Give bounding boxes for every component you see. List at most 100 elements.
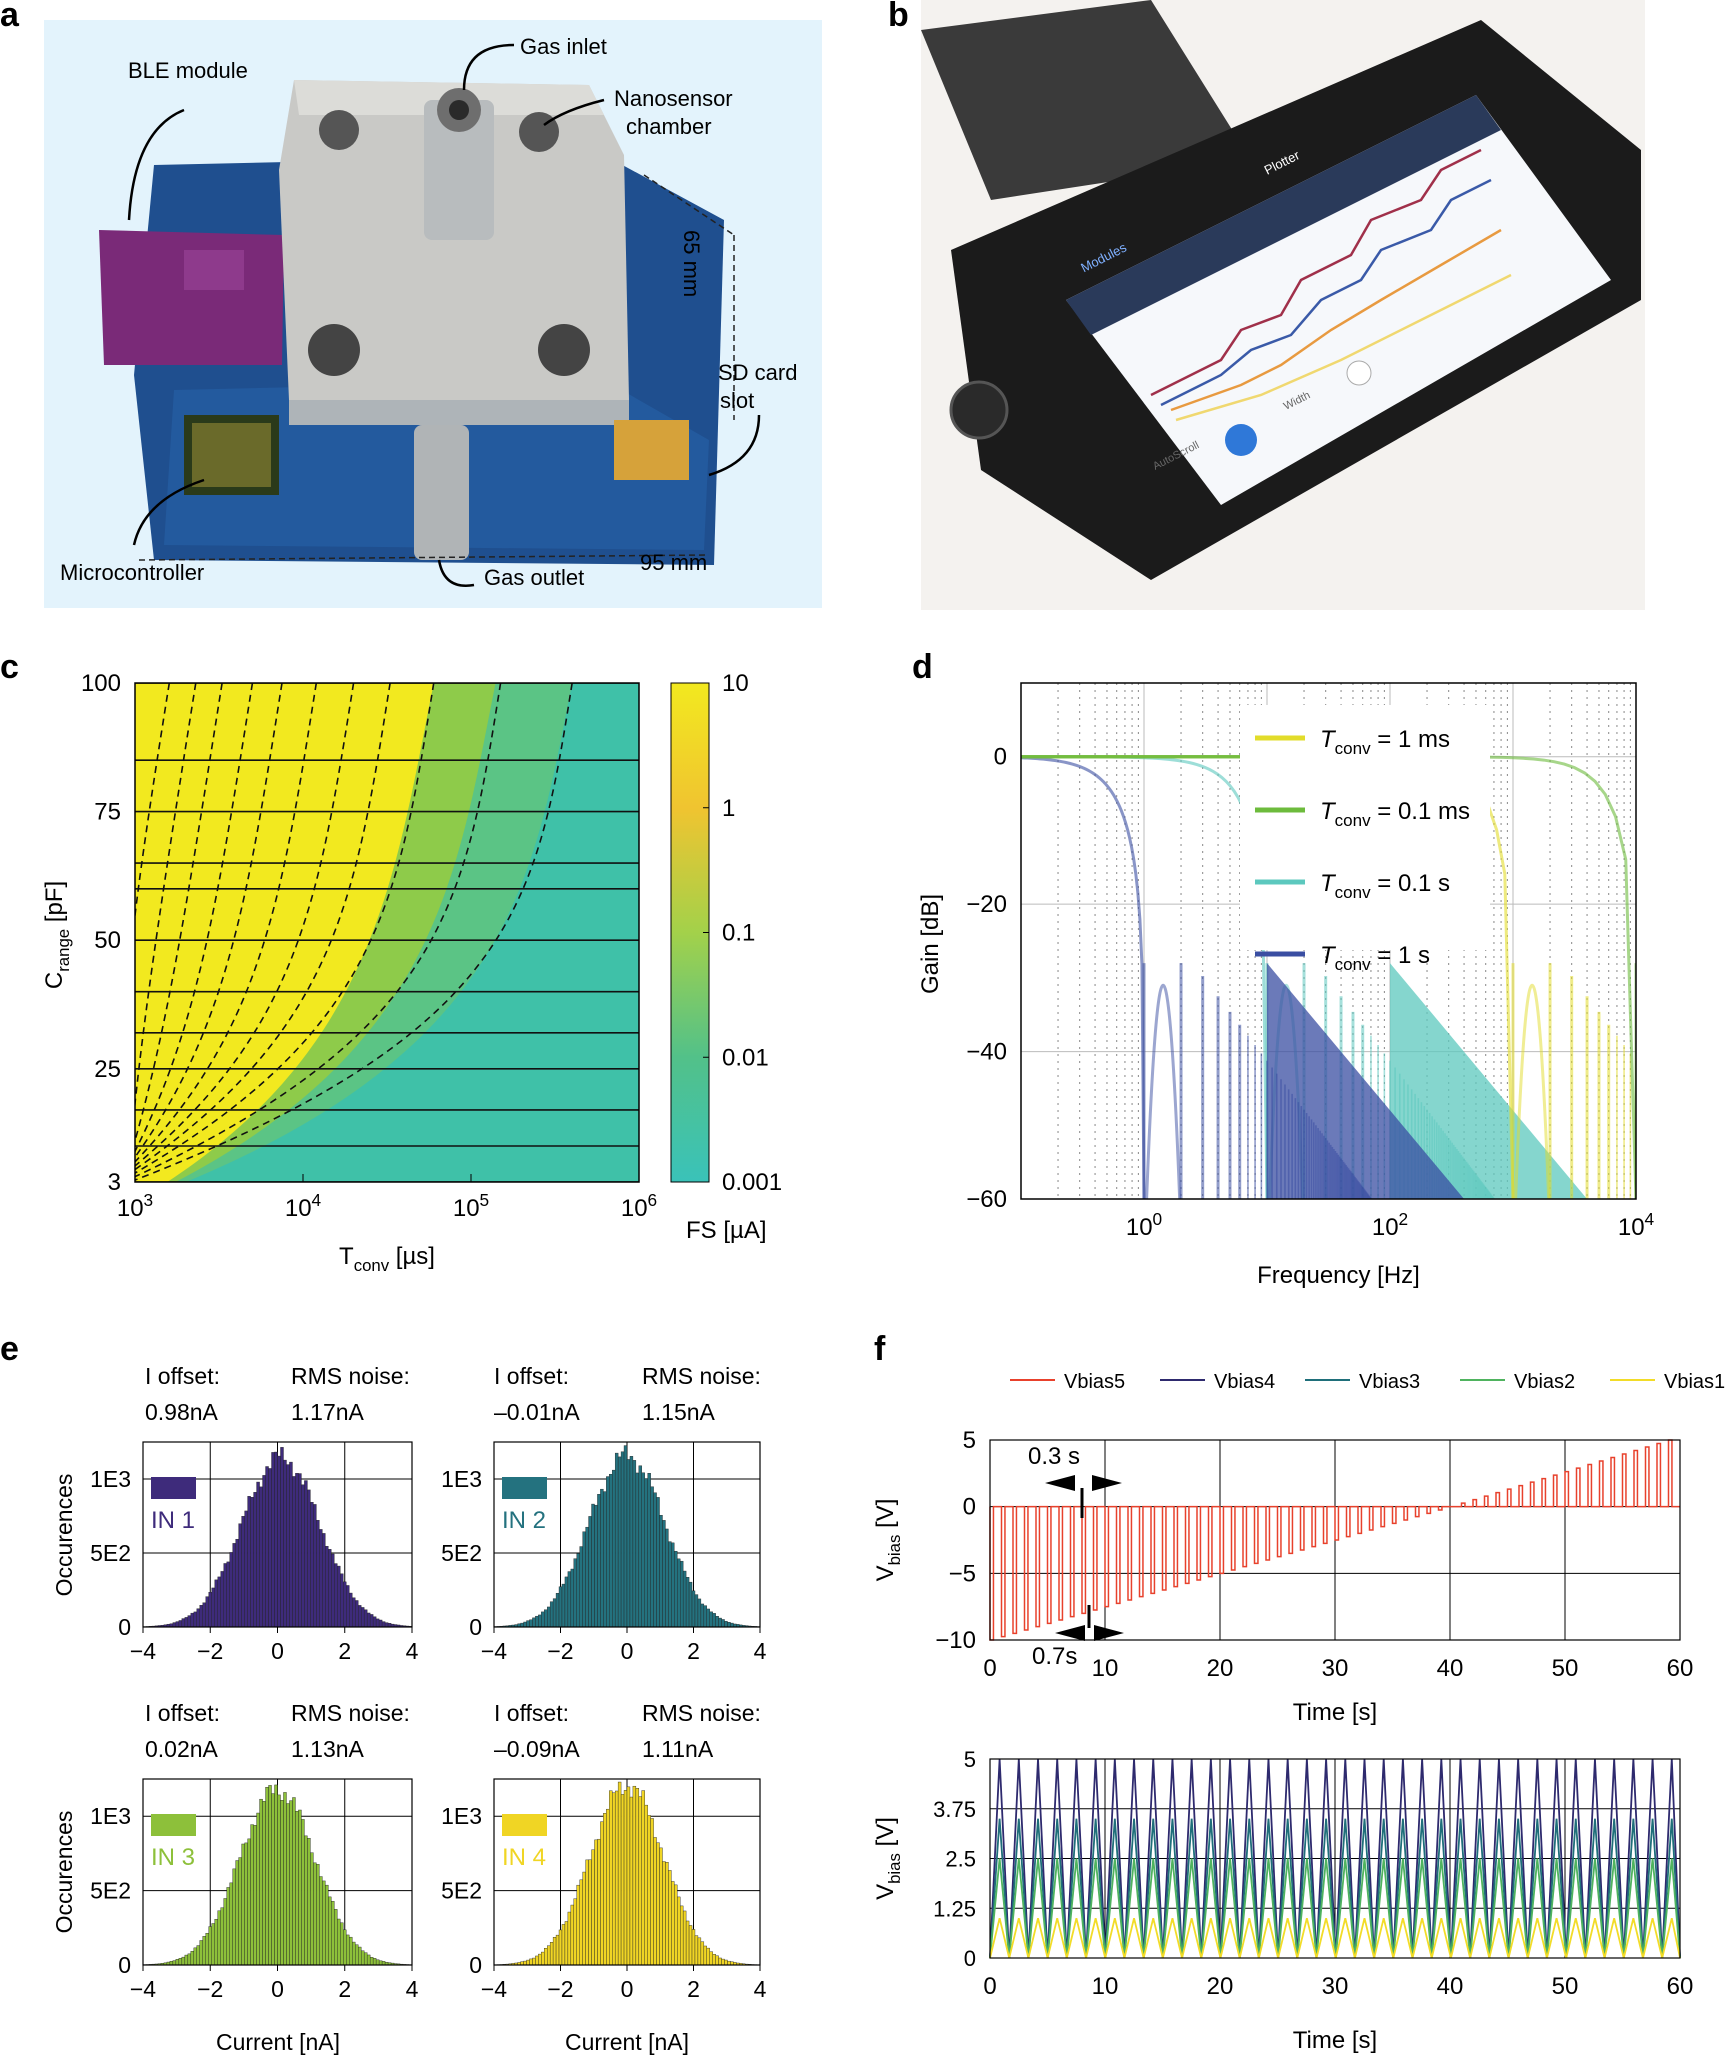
histogram-bar	[271, 1793, 275, 1966]
histogram-bar	[644, 1804, 648, 1966]
histogram-1: IN 1 −4 −2 0 2 4 1E3 5E2 0 I offset: 0.98nA RMS noi…	[90, 1363, 419, 1664]
histogram-bar	[614, 1790, 619, 1966]
histogram-bar	[535, 1955, 539, 1966]
histogram-bar	[238, 1857, 242, 1966]
histogram-bar	[360, 1950, 365, 1966]
device-illustration	[99, 43, 761, 587]
noise-value: 1.15nA	[642, 1399, 716, 1425]
x-tick-label: 20	[1207, 1655, 1234, 1682]
colorbar-tick-label: 0.1	[722, 920, 755, 947]
histogram-bar	[247, 1838, 251, 1966]
histogram-bar	[688, 1581, 693, 1628]
noise-value: 1.11nA	[642, 1736, 714, 1762]
histogram-bar	[268, 1468, 272, 1628]
y-tick-label: 1E3	[90, 1466, 131, 1492]
sd-card-label: SD card	[718, 360, 798, 385]
histogram-bar	[629, 1456, 634, 1628]
histogram-bar	[603, 1491, 607, 1628]
histogram-bar	[280, 1447, 284, 1628]
histogram-bar	[247, 1496, 251, 1628]
histogram-bar	[555, 1934, 560, 1966]
histogram-bar	[310, 1502, 314, 1628]
histogram-bar	[718, 1617, 722, 1628]
histogram-bar	[694, 1594, 699, 1628]
histogram-bar	[363, 1952, 368, 1966]
contour-line	[135, 683, 197, 1112]
histogram-bar	[623, 1790, 628, 1966]
x-tick-label: 0	[621, 1976, 634, 2002]
y-tick-label: 3.75	[933, 1797, 976, 1822]
colorbar-tick-label: 10	[722, 670, 749, 697]
noise-label: RMS noise:	[291, 1700, 410, 1726]
histogram-bar	[226, 1561, 230, 1628]
histogram-bar	[576, 1884, 580, 1966]
histogram-bar	[567, 1911, 572, 1966]
x-tick-label: 2	[687, 1976, 700, 2002]
x-axis-title: Current [nA]	[565, 2029, 689, 2055]
dim-95-label: 95 mm	[640, 550, 708, 575]
x-tick-label: 0	[271, 1976, 284, 2002]
x-tick-label: 103	[117, 1190, 153, 1222]
x-tick-label: 105	[453, 1190, 489, 1222]
plot-frame	[1020, 682, 1637, 1200]
histogram-bar	[529, 1619, 533, 1628]
histogram-bar	[381, 1621, 386, 1628]
histogram-bar	[372, 1958, 377, 1966]
x-tick-label: 40	[1437, 1655, 1464, 1682]
phone-photo: Plotter Modules AutoScroll Width	[921, 0, 1645, 610]
x-tick-label: 30	[1322, 1973, 1349, 2000]
phone-illustration	[921, 0, 1641, 580]
histogram-bar	[526, 1959, 530, 1966]
y-tick-label: 1E3	[441, 1803, 482, 1829]
histogram-bar	[211, 1587, 215, 1628]
histogram-bar	[671, 1881, 675, 1966]
histogram-bar	[340, 1922, 344, 1966]
histogram-bar	[265, 1787, 269, 1966]
histogram-bar	[656, 1842, 660, 1966]
colorbar-title: FS [µA]	[686, 1217, 767, 1244]
histogram-bar	[620, 1794, 625, 1966]
histogram-bar	[523, 1621, 527, 1628]
x-tick-label: 2	[338, 1638, 351, 1664]
histogram-bar	[662, 1861, 666, 1966]
histogram-bar	[271, 1452, 275, 1628]
histogram-bar	[172, 1960, 177, 1966]
y-axis-title: Occurences	[51, 1474, 77, 1597]
histogram-bar	[283, 1459, 287, 1628]
annotation-label: 0.3 s	[1028, 1443, 1080, 1470]
histogram-bar	[334, 1909, 338, 1966]
x-tick-label: 2	[687, 1638, 700, 1664]
colorbar-tick-label: 1	[722, 795, 735, 822]
histogram-bar	[313, 1504, 317, 1628]
histogram-bar	[626, 1786, 631, 1966]
histogram-bar	[259, 1486, 263, 1628]
annotation-label: 0.7s	[1032, 1643, 1077, 1670]
histogram-bar	[358, 1605, 362, 1628]
histogram-bar	[547, 1945, 551, 1966]
histogram-bar	[724, 1959, 728, 1966]
legend-label: Vbias3	[1359, 1371, 1420, 1393]
histogram-bar	[199, 1940, 203, 1966]
histogram-bar	[384, 1622, 389, 1628]
histogram-bar	[184, 1617, 189, 1628]
histogram-bar	[286, 1803, 290, 1966]
histogram-bar	[301, 1819, 305, 1966]
panel-letter-f: f	[874, 1330, 886, 1368]
histogram-bar	[217, 1910, 221, 1966]
legend-swatch	[151, 1814, 196, 1836]
histogram-bar	[193, 1611, 198, 1628]
histogram-bar	[289, 1461, 293, 1628]
histogram-bar	[606, 1808, 610, 1966]
panel-letter-e: e	[0, 1330, 19, 1368]
histogram-bar	[202, 1936, 206, 1966]
x-axis-title: Time [s]	[1293, 2027, 1377, 2054]
histogram-bar	[703, 1605, 707, 1628]
histogram-bar	[564, 1576, 569, 1628]
histogram-bar	[226, 1887, 230, 1966]
histogram-bar	[181, 1956, 186, 1966]
histogram-3: IN 3 −4 −2 0 2 4 1E3 5E2 0 I offset: 0.02nA RMS noi…	[90, 1700, 419, 2002]
histogram-bar	[178, 1620, 183, 1628]
histogram-bar	[700, 1603, 705, 1628]
x-tick-label: 0	[271, 1638, 284, 1664]
